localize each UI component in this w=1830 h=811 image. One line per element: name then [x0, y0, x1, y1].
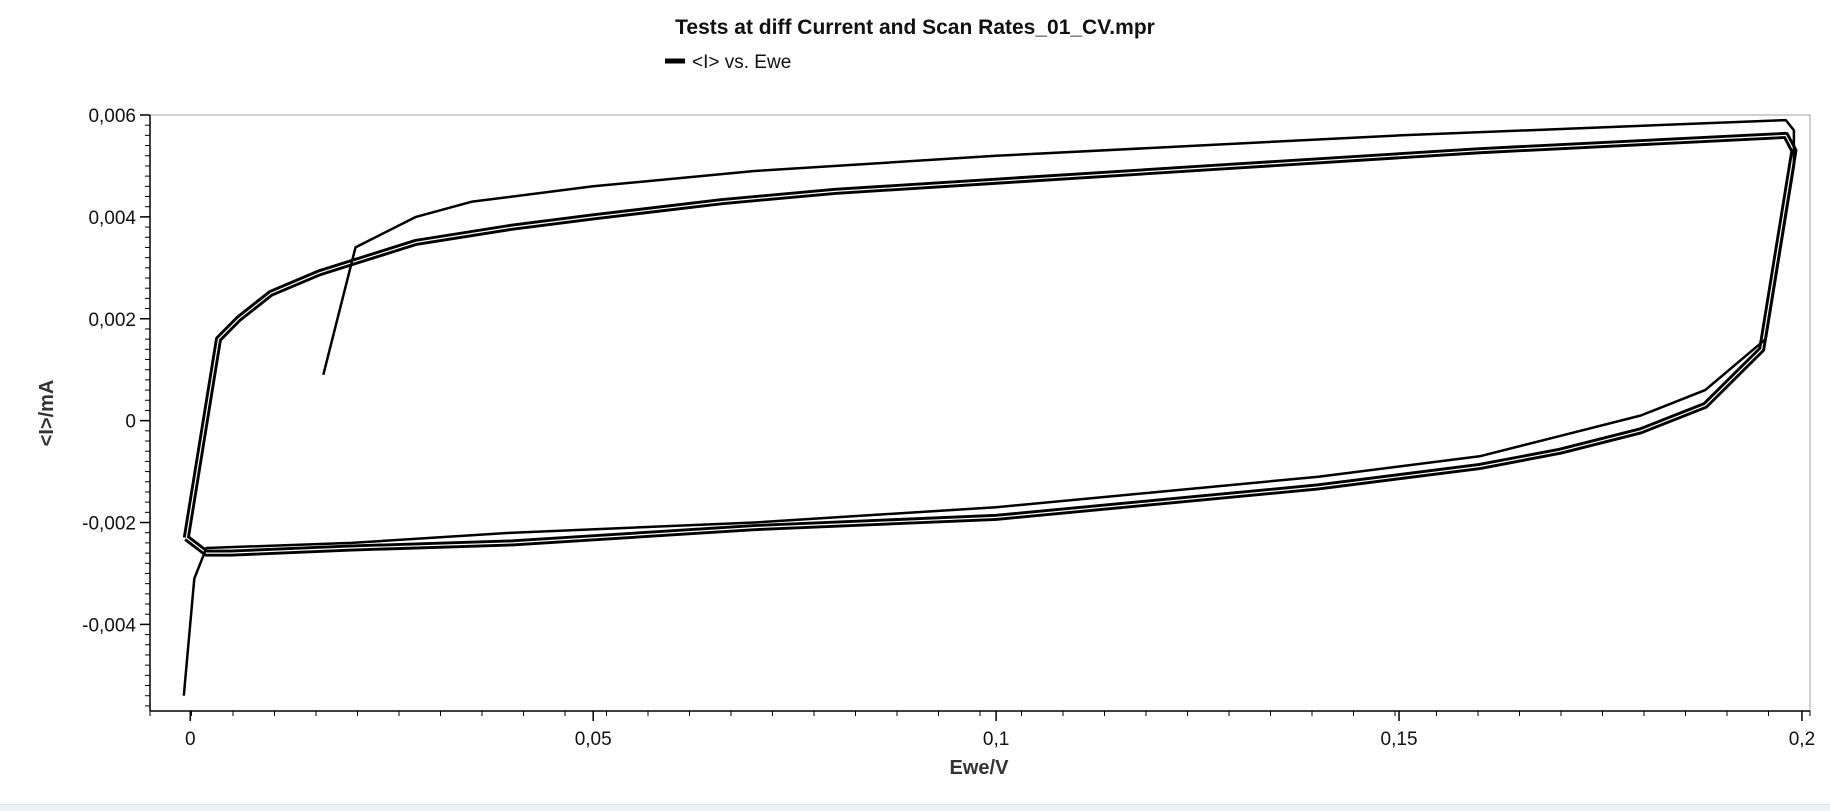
y-tick-label: 0,006 — [88, 106, 136, 127]
x-tick-label: 0,2 — [1789, 729, 1815, 750]
x-axis-ticks: 0 0,05 0,1 0,15 0,2 — [149, 711, 1815, 750]
y-axis-ticks: -0,004 -0,002 0 0,002 0,004 0,006 — [82, 106, 150, 707]
x-tick-label: 0 — [185, 729, 196, 750]
chart-title: Tests at diff Current and Scan Rates_01_… — [675, 16, 1155, 39]
thick-cycle-highlight — [185, 134, 1795, 554]
y-tick-label: 0 — [125, 412, 136, 433]
plot-area — [149, 114, 1811, 712]
y-tick-label: -0,002 — [82, 514, 136, 535]
y-tick-label: 0,002 — [88, 310, 136, 331]
series-layer — [182, 118, 1798, 696]
x-tick-label: 0,15 — [1381, 729, 1418, 750]
legend-entry: <I> vs. Ewe — [692, 52, 791, 73]
x-tick-label: 0,05 — [575, 729, 612, 750]
y-tick-label: 0,004 — [88, 208, 136, 229]
y-tick-label: -0,004 — [82, 615, 136, 636]
x-axis-label: Ewe/V — [950, 757, 1010, 779]
x-tick-label: 0,1 — [983, 729, 1009, 750]
window-bottom-edge — [0, 804, 1830, 811]
legend: <I> vs. Ewe — [665, 52, 791, 73]
y-axis-label: <I>/mA — [36, 380, 58, 447]
series-line — [182, 118, 1796, 696]
